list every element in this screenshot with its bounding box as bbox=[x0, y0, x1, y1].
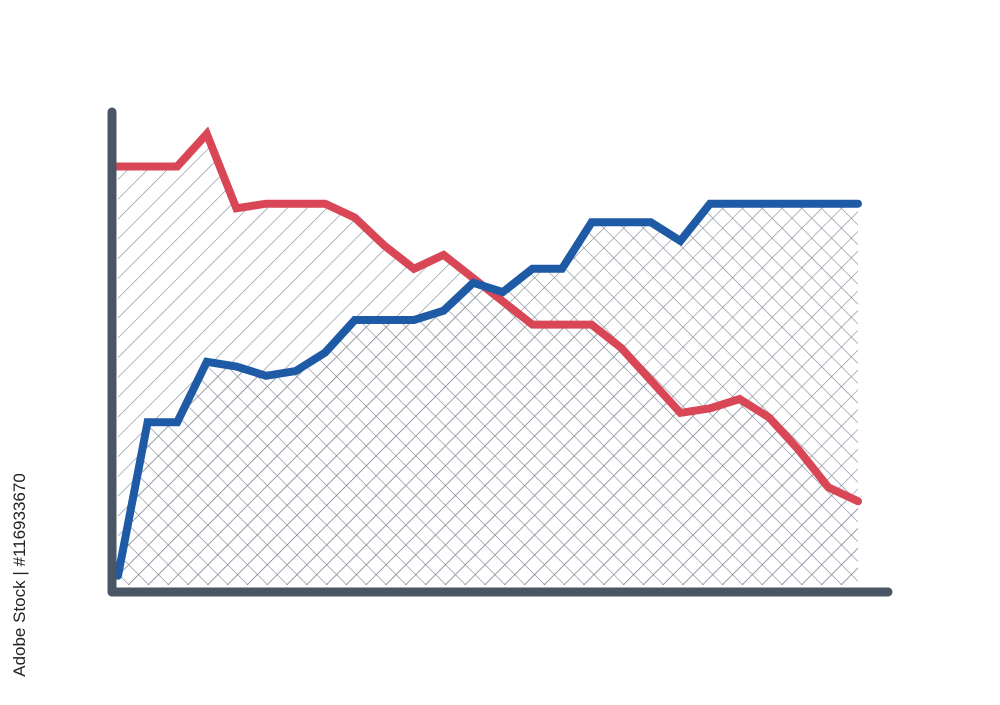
axes bbox=[107, 107, 893, 597]
series-lines bbox=[114, 126, 862, 580]
series-areas bbox=[118, 133, 858, 585]
series-2-line bbox=[114, 199, 862, 580]
stock-id-watermark: Adobe Stock | #116933670 bbox=[6, 470, 34, 680]
series-2-area bbox=[118, 203, 858, 585]
stock-id-text: Adobe Stock | #116933670 bbox=[10, 473, 30, 677]
